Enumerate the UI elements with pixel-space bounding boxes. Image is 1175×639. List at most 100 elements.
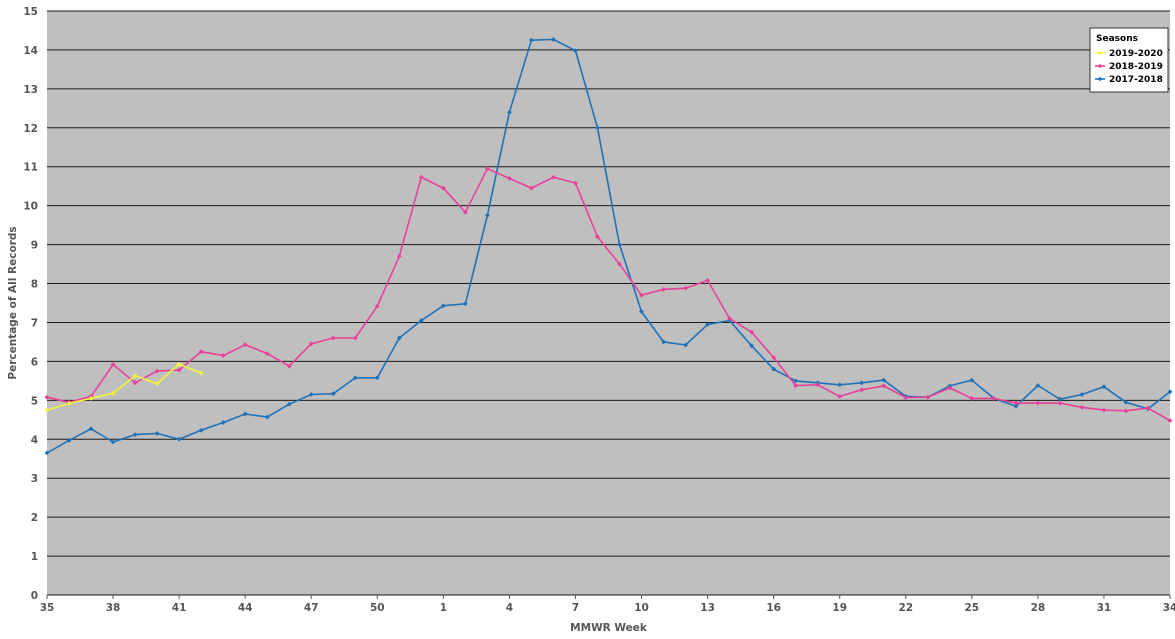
data-point-2017-2018	[330, 391, 336, 397]
x-tick-label: 13	[700, 602, 715, 614]
legend-label: 2018-2019	[1109, 62, 1163, 72]
legend-label: 2017-2018	[1109, 75, 1163, 85]
data-point-2017-2018	[308, 392, 314, 397]
x-tick-label: 7	[572, 602, 579, 614]
y-tick-label: 3	[31, 473, 38, 485]
data-point-2017-2018	[705, 322, 710, 327]
y-tick-label: 12	[23, 123, 38, 135]
data-point-2018-2019	[837, 394, 843, 399]
data-point-2017-2018	[1079, 392, 1085, 397]
data-point-2018-2019	[352, 335, 358, 341]
legend-item-2019-2020: 2019-2020	[1095, 49, 1163, 59]
data-point-2018-2019	[264, 351, 270, 357]
legend: Seasons 2019-2020 2018-2019 2017-2018	[1089, 27, 1169, 93]
data-point-2018-2019	[551, 174, 556, 180]
x-tick-label: 4	[506, 602, 513, 614]
data-point-2018-2019	[991, 395, 997, 401]
data-point-2017-2018	[374, 375, 380, 381]
data-point-2017-2018	[551, 37, 556, 42]
x-tick-label: 35	[40, 602, 55, 614]
data-point-2017-2018	[242, 411, 248, 417]
data-point-2018-2019	[969, 395, 975, 401]
x-tick-label: 47	[304, 602, 319, 614]
data-point-2017-2018	[617, 242, 622, 247]
legend-item-2017-2018: 2017-2018	[1095, 75, 1163, 85]
data-point-2018-2019	[374, 303, 380, 309]
y-tick-label: 2	[31, 512, 38, 524]
x-tick-label: 25	[965, 602, 980, 614]
data-point-2018-2019	[286, 363, 292, 369]
data-point-2017-2018	[595, 125, 600, 131]
data-point-2018-2019	[815, 382, 821, 388]
data-point-2017-2018	[573, 48, 578, 54]
y-tick-label: 11	[23, 162, 38, 174]
data-point-2018-2019	[771, 355, 777, 360]
data-point-2018-2019	[154, 368, 160, 374]
data-point-2019-2020	[198, 370, 204, 376]
plot-area	[47, 11, 1170, 595]
data-point-2017-2018	[264, 414, 270, 420]
data-point-2018-2019	[705, 278, 710, 283]
data-point-2017-2018	[176, 436, 182, 442]
data-point-2017-2018	[352, 375, 358, 381]
data-point-2017-2018	[88, 426, 94, 432]
y-tick-label: 0	[31, 590, 38, 602]
data-point-2017-2018	[837, 382, 843, 388]
data-point-2018-2019	[925, 394, 931, 400]
data-point-2018-2019	[1057, 400, 1063, 406]
data-point-2018-2019	[793, 383, 799, 388]
data-point-2018-2019	[617, 261, 622, 267]
data-point-2017-2018	[462, 301, 468, 307]
x-tick-label: 38	[106, 602, 121, 614]
legend-label: 2019-2020	[1109, 49, 1163, 59]
legend-items: 2019-2020 2018-2019 2017-2018	[1095, 49, 1163, 85]
data-point-2017-2018	[639, 309, 644, 314]
data-point-2018-2019	[573, 180, 578, 186]
data-point-2017-2018	[969, 377, 975, 383]
data-point-2017-2018	[749, 343, 755, 349]
x-tick-label: 10	[634, 602, 649, 614]
data-point-2018-2019	[1145, 405, 1151, 411]
series-lines	[44, 37, 1173, 456]
x-tick-label: 34	[1163, 602, 1175, 614]
data-point-2017-2018	[418, 318, 424, 323]
y-tick-label: 14	[23, 45, 38, 57]
data-point-2019-2020	[44, 407, 50, 413]
data-point-2017-2018	[154, 431, 160, 436]
data-point-2017-2018	[507, 109, 512, 115]
data-point-2019-2020	[176, 361, 182, 367]
data-point-2018-2019	[440, 185, 446, 191]
data-point-2018-2019	[903, 395, 909, 401]
series-line-2017-2018	[46, 38, 1171, 454]
data-point-2017-2018	[661, 339, 666, 345]
y-tick-label: 5	[31, 395, 38, 407]
data-point-2019-2020	[110, 390, 116, 396]
data-point-2017-2018	[859, 380, 865, 386]
data-point-2018-2019	[1167, 418, 1173, 423]
legend-marker	[1097, 63, 1103, 69]
series-2017-2018	[44, 37, 1173, 456]
data-point-2017-2018	[198, 427, 204, 433]
data-point-2019-2020	[66, 401, 72, 406]
data-point-2018-2019	[749, 329, 755, 335]
data-point-2017-2018	[440, 303, 446, 309]
data-point-2017-2018	[1123, 399, 1129, 405]
data-point-2018-2019	[1035, 400, 1041, 406]
data-point-2017-2018	[286, 401, 292, 407]
data-point-2017-2018	[484, 213, 490, 218]
x-tick-label: 28	[1031, 602, 1046, 614]
data-point-2017-2018	[1057, 396, 1063, 402]
data-point-2018-2019	[529, 185, 534, 191]
data-point-2018-2019	[683, 285, 688, 291]
data-point-2018-2019	[110, 362, 116, 367]
x-tick-label: 1	[440, 602, 447, 614]
data-point-2018-2019	[220, 353, 226, 358]
data-point-2017-2018	[793, 378, 799, 384]
x-tick-label: 41	[172, 602, 187, 614]
y-tick-label: 10	[23, 201, 38, 213]
data-point-2018-2019	[1101, 407, 1107, 413]
data-point-2017-2018	[1167, 389, 1173, 395]
data-point-2018-2019	[595, 234, 600, 240]
